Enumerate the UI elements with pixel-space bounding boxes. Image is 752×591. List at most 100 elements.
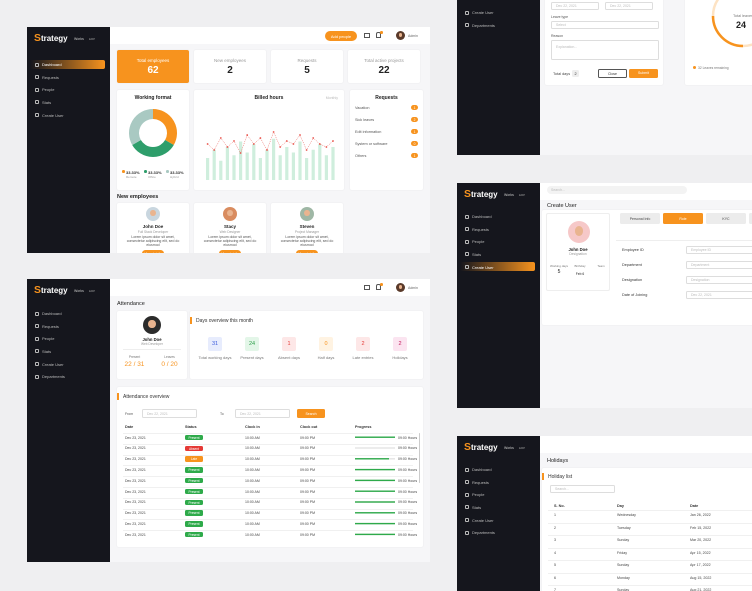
nav-item[interactable]: Dashboard (30, 60, 105, 69)
mail-icon[interactable] (364, 284, 370, 290)
bar (272, 138, 276, 180)
tab-label: KYC (722, 216, 730, 221)
user-name: Admin (408, 33, 418, 38)
view-details-button[interactable]: View details (219, 250, 241, 253)
nav-item[interactable]: Dashboard (30, 309, 105, 318)
input[interactable]: Search... (550, 485, 615, 493)
user-menu[interactable]: Admin (396, 30, 430, 41)
card: Total leaves 24 32 Leaves remaining (685, 0, 752, 85)
line-point (325, 146, 328, 148)
view-details-button[interactable]: View details (296, 250, 318, 253)
nav-item[interactable]: Dashboard (460, 212, 535, 221)
nav-label: Create User (472, 264, 494, 270)
card-title: Requests (375, 95, 398, 101)
nav-item[interactable]: Requests (460, 478, 535, 487)
avatar (143, 316, 161, 334)
line-point (266, 149, 268, 151)
nav-label: Create User (42, 112, 64, 118)
input[interactable]: Explanation... (551, 40, 659, 60)
nav-item[interactable]: Requests (30, 73, 105, 82)
placeholder: Search... (551, 188, 566, 192)
progress-bar (355, 501, 395, 503)
clock-in: 10:00 AM (245, 478, 260, 483)
nav-icon (465, 467, 469, 472)
employee-text: Lorem ipsum dolor sit amet, consectetur … (203, 235, 257, 248)
nav-item[interactable]: Requests (30, 322, 105, 331)
add-people-label: Add people (330, 33, 352, 39)
input[interactable]: Department (686, 261, 752, 269)
app-window: Create User Departments Dec 22, 2021 Dec 22… (457, 0, 752, 155)
status-pill: Present (185, 499, 203, 505)
status-label: Present (188, 489, 200, 494)
tab[interactable]: Role (663, 213, 703, 224)
input[interactable]: Dec 22, 2021 (551, 2, 599, 10)
employee-name: Stacy (223, 224, 236, 229)
day-stat-label: Half days (317, 355, 335, 360)
clock-in: 10:00 AM (245, 500, 260, 505)
nav-item[interactable]: Departments (30, 372, 105, 381)
card-title: Days overview this month (196, 318, 253, 324)
nav-item[interactable]: Create User (460, 515, 535, 524)
line-point (246, 134, 249, 136)
view-details-button[interactable]: View details (142, 250, 164, 253)
nav-item[interactable]: People (30, 85, 105, 94)
nav-item[interactable]: Create User (30, 110, 105, 119)
input[interactable]: Search... (547, 186, 687, 194)
input[interactable]: Dec 22, 2021 (142, 409, 197, 418)
input[interactable]: Select (551, 21, 659, 29)
stat-value: 22 (378, 65, 390, 76)
page-title: Holidays (547, 458, 569, 464)
nav-item[interactable]: Requests (460, 225, 535, 234)
nav-item[interactable]: People (30, 334, 105, 343)
nav-item[interactable]: Dashboard (460, 465, 535, 474)
nav-item[interactable]: Create User (460, 262, 535, 272)
meta-value: 5 (557, 269, 561, 275)
nav-item[interactable]: Stats (460, 250, 535, 259)
nav-item[interactable]: Create User (460, 8, 535, 17)
nav-item[interactable]: Departments (460, 528, 535, 537)
table-cell: Sunday (617, 538, 630, 542)
table-cell: 7 (554, 588, 556, 591)
table-cell: Aug 21, 2022 (690, 588, 712, 591)
tab[interactable]: KYC (706, 213, 746, 224)
bell-icon[interactable] (376, 32, 381, 38)
brand-sub: Works (504, 446, 514, 450)
submit-button[interactable]: Submit (629, 69, 658, 78)
nav-item[interactable]: Stats (30, 98, 105, 107)
nav-item[interactable]: Stats (30, 347, 105, 356)
input[interactable]: Designation (686, 276, 752, 284)
add-people-button[interactable]: Add people (325, 30, 357, 41)
close-button[interactable]: Close (598, 69, 627, 78)
nav-label: People (472, 239, 485, 245)
input[interactable]: Dec 22, 2021 (686, 291, 752, 299)
chart-filter[interactable]: Monthly (325, 96, 338, 100)
progress-bar (355, 479, 395, 482)
profile-box: John Doe Designation Working days 5 Birthday… (546, 213, 610, 291)
line-point (226, 146, 229, 148)
request-label: Edit information (355, 130, 382, 134)
profile-name: John Doe (142, 337, 162, 342)
nav-item[interactable]: Create User (30, 359, 105, 368)
tab[interactable]: Salary Details (749, 213, 752, 224)
clock-out: 09:00 PM (300, 435, 315, 440)
nav-icon (465, 252, 469, 257)
card: Requests 5 (271, 50, 343, 83)
input[interactable]: Dec 22, 2021 (605, 2, 653, 10)
nav-label: People (42, 336, 55, 342)
nav-item[interactable]: Stats (460, 503, 535, 512)
input[interactable]: Employee ID (686, 246, 752, 254)
total-days-value: 2 (574, 71, 577, 76)
tab[interactable]: Personal Info (620, 213, 660, 224)
mail-icon[interactable] (364, 32, 370, 38)
status-pill: Present (185, 434, 203, 441)
search-button[interactable]: Search (297, 409, 325, 418)
user-menu[interactable]: Admin (396, 282, 430, 293)
status-pill: Present (185, 531, 203, 538)
input[interactable]: Dec 22, 2021 (235, 409, 290, 418)
nav-item[interactable]: People (460, 490, 535, 499)
nav-item[interactable]: People (460, 237, 535, 246)
field-label: Department (622, 263, 642, 267)
line-point (206, 143, 209, 145)
bell-icon[interactable] (376, 284, 381, 290)
nav-item[interactable]: Departments (460, 21, 535, 30)
